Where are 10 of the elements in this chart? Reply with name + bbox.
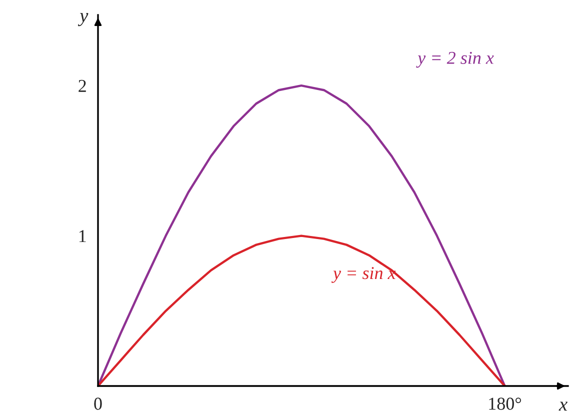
text: y = 2 sin x	[416, 52, 494, 68]
x-tick-label: 0	[94, 398, 102, 410]
x-axis-title: x	[558, 402, 568, 411]
y-axis-title: y	[78, 13, 88, 26]
series-label: y = sin x	[331, 267, 396, 283]
x-tick-label: 180°	[489, 398, 521, 410]
y-tick-label: 1	[79, 230, 86, 242]
line-series	[98, 234, 506, 386]
y-tick-label: 2	[78, 80, 86, 92]
line-series	[98, 84, 506, 386]
